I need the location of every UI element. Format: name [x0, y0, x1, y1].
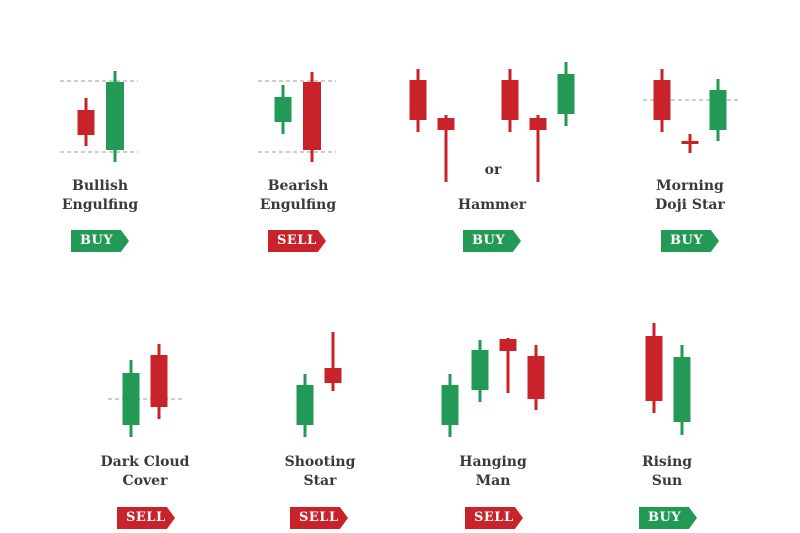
pattern-title-bearish-engulfing: Bearish Engulfing: [259, 178, 337, 213]
candle-bullish-body: [274, 97, 292, 122]
candle-bearish-body: [653, 80, 671, 120]
candle-bullish: [122, 360, 140, 437]
candle-bullish-body: [709, 90, 727, 130]
buy-signal-hammer[interactable]: BUY: [463, 230, 521, 252]
candle-bearish-body: [437, 118, 455, 130]
candle-bearish: [529, 115, 547, 182]
candle-bearish-body: [645, 336, 663, 401]
candle-bullish-body: [106, 82, 124, 150]
candle-bearish-body: [499, 339, 517, 351]
candle-bullish: [471, 340, 489, 402]
candle-bearish-body: [150, 355, 168, 407]
candle-bearish-body: [324, 368, 342, 383]
candle-bullish: [274, 85, 292, 134]
pattern-title-bullish-engulfing: Bullish Engulfing: [61, 178, 139, 213]
sell-signal-hanging-man[interactable]: SELL: [465, 507, 523, 529]
candle-bullish-body: [122, 373, 140, 425]
candle-bearish-body: [527, 356, 545, 399]
or-connector: or: [484, 162, 502, 178]
buy-signal-rising-sun[interactable]: BUY: [639, 507, 697, 529]
candle-bearish: [77, 98, 95, 146]
candle-bearish: [501, 69, 519, 132]
candle-bullish-body: [441, 385, 459, 425]
pattern-title-hanging-man: Hanging Man: [459, 454, 527, 489]
candle-bullish-body: [471, 350, 489, 390]
pattern-title-shooting-star: Shooting Star: [284, 454, 356, 489]
candle-bearish: [324, 332, 342, 391]
candle-bearish: [409, 69, 427, 132]
candle-bearish: [437, 115, 455, 182]
candle-bullish: [106, 71, 124, 162]
pattern-title-morning-doji-star: Morning Doji Star: [655, 178, 725, 213]
sell-signal-dark-cloud-cover[interactable]: SELL: [117, 507, 175, 529]
candle-bearish: [499, 338, 517, 393]
candle-bearish-body: [303, 82, 321, 150]
candle-bearish-body: [501, 80, 519, 120]
candle-bullish: [709, 79, 727, 141]
candle-bullish: [441, 374, 459, 437]
candle-bearish-body: [529, 118, 547, 130]
candle-bearish-body: [77, 110, 95, 135]
candle-bullish: [557, 62, 575, 126]
sell-signal-bearish-engulfing[interactable]: SELL: [268, 230, 326, 252]
buy-signal-bullish-engulfing[interactable]: BUY: [71, 230, 129, 252]
pattern-title-rising-sun: Rising Sun: [641, 454, 693, 489]
pattern-title-dark-cloud-cover: Dark Cloud Cover: [100, 454, 190, 489]
candle-bullish-body: [296, 385, 314, 425]
sell-signal-shooting-star[interactable]: SELL: [290, 507, 348, 529]
candle-bearish: [303, 72, 321, 162]
candle-bearish: [527, 345, 545, 410]
candle-bullish: [296, 374, 314, 437]
candle-doji: [681, 134, 699, 153]
candle-bullish: [673, 345, 691, 435]
buy-signal-morning-doji-star[interactable]: BUY: [661, 230, 719, 252]
candle-doji-body: [681, 141, 699, 144]
candle-bearish: [150, 344, 168, 419]
candle-bearish-body: [409, 80, 427, 120]
candle-bullish-body: [673, 357, 691, 422]
candle-bearish: [653, 69, 671, 132]
candle-bullish-body: [557, 74, 575, 114]
pattern-title-hammer: Hammer: [457, 197, 527, 213]
candle-bearish: [645, 323, 663, 413]
